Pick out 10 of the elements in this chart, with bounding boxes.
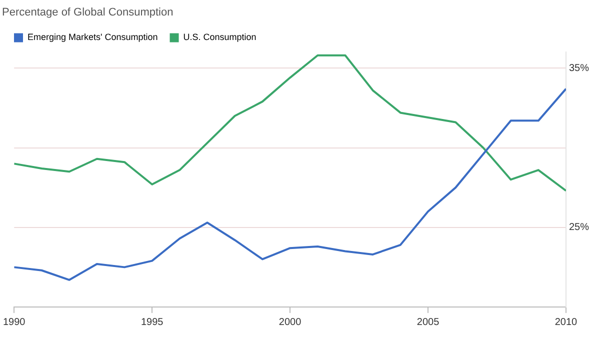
y-tick-label: 25% bbox=[568, 222, 590, 234]
x-tick-label: 1995 bbox=[140, 316, 164, 328]
x-tick-label: 2005 bbox=[416, 316, 440, 328]
x-tick-label: 1990 bbox=[3, 316, 26, 328]
chart-title: Percentage of Global Consumption bbox=[2, 6, 174, 19]
legend-label: U.S. Consumption bbox=[183, 32, 256, 42]
y-tick-label: 35% bbox=[568, 62, 590, 74]
x-tick-label: 2000 bbox=[278, 316, 302, 328]
legend-label: Emerging Markets' Consumption bbox=[28, 32, 158, 42]
x-tick-label: 2010 bbox=[554, 316, 578, 328]
